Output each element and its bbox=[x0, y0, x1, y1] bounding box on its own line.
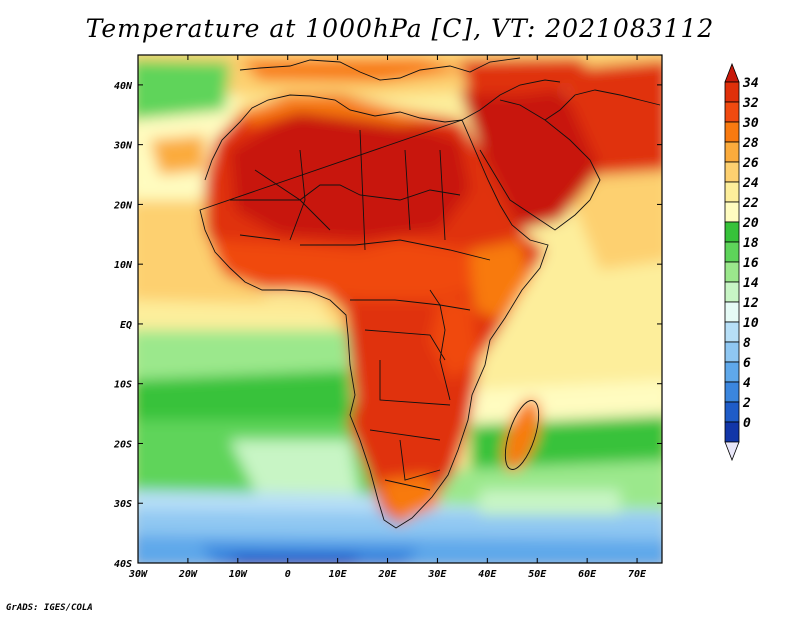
map-frame bbox=[137, 54, 663, 564]
colorbar-swatch bbox=[724, 81, 740, 103]
colorbar-swatch bbox=[724, 141, 740, 163]
lon-tick-label: 10W bbox=[229, 569, 248, 580]
lon-tick-label: 10E bbox=[329, 569, 348, 580]
colorbar-swatch bbox=[724, 321, 740, 343]
colorbar-swatch bbox=[724, 381, 740, 403]
lat-tick-label: 40S bbox=[114, 559, 132, 570]
colorbar-swatch bbox=[724, 401, 740, 423]
colorbar-bottom-arrow bbox=[724, 441, 740, 462]
colorbar-label: 30 bbox=[742, 116, 759, 131]
colorbar-swatch bbox=[724, 281, 740, 303]
lon-tick-label: 70E bbox=[628, 569, 647, 580]
coastlines bbox=[199, 57, 661, 529]
colorbar-swatch bbox=[724, 301, 740, 323]
lat-tick-label: 40N bbox=[114, 81, 133, 92]
lat-tick-label: 20S bbox=[113, 439, 132, 450]
credit-text: GrADS: IGES/COLA bbox=[6, 603, 93, 613]
colorbar-label: 2 bbox=[742, 396, 751, 411]
lon-tick-label: 20E bbox=[377, 569, 397, 580]
colorbar-swatch bbox=[724, 421, 740, 443]
lat-tick-label: 30N bbox=[113, 141, 133, 152]
colorbar-label: 28 bbox=[742, 136, 759, 151]
colorbar-swatch bbox=[724, 101, 740, 123]
colorbar-label: 12 bbox=[743, 296, 759, 311]
lat-tick-label: EQ bbox=[120, 320, 132, 331]
colorbar-label: 4 bbox=[743, 376, 751, 391]
lon-tick-label: 30E bbox=[427, 569, 447, 580]
colorbar-swatch bbox=[724, 181, 740, 203]
colorbar-label: 32 bbox=[742, 96, 759, 111]
temperature-field bbox=[138, 55, 662, 563]
colorbar-label: 16 bbox=[743, 256, 759, 271]
colorbar-label: 6 bbox=[743, 356, 751, 371]
lat-tick-label: 10N bbox=[114, 260, 133, 271]
colorbar-swatch bbox=[724, 341, 740, 363]
colorbar-label: 26 bbox=[742, 156, 759, 171]
colorbar-label: 20 bbox=[742, 216, 759, 231]
lon-tick-label: 30W bbox=[128, 569, 148, 580]
lat-tick-label: 20N bbox=[113, 200, 133, 211]
lon-tick-label: 50E bbox=[528, 569, 547, 580]
colorbar-label: 18 bbox=[743, 236, 759, 251]
colorbar-swatch bbox=[724, 201, 740, 223]
colorbar-swatch bbox=[724, 221, 740, 243]
lon-tick-label: 0 bbox=[285, 569, 291, 580]
colorbar-swatch bbox=[724, 361, 740, 383]
colorbar-swatch bbox=[724, 241, 740, 263]
colorbar-label: 0 bbox=[743, 416, 751, 431]
colorbar-label: 8 bbox=[743, 336, 751, 351]
lon-tick-label: 60E bbox=[578, 569, 597, 580]
lat-tick-label: 30S bbox=[113, 499, 132, 510]
colorbar-swatch bbox=[724, 161, 740, 183]
chart-title: Temperature at 1000hPa [C], VT: 20210831… bbox=[85, 14, 715, 43]
lon-tick-label: 20W bbox=[178, 569, 198, 580]
lon-tick-label: 40E bbox=[478, 569, 497, 580]
colorbar-label: 10 bbox=[743, 316, 759, 331]
colorbar-swatch bbox=[724, 121, 740, 143]
colorbar-top-arrow bbox=[724, 62, 740, 83]
axis-ticks: 30W 20W 10W 0 10E 20E 30E 40E 50E 60E 70E 40S 30S 20S… bbox=[113, 55, 662, 580]
colorbar-label: 14 bbox=[743, 276, 759, 291]
lat-tick-label: 10S bbox=[114, 380, 132, 391]
colorbar-swatch bbox=[724, 261, 740, 283]
colorbar-label: 34 bbox=[742, 76, 759, 91]
colorbar-label: 22 bbox=[742, 196, 759, 211]
colorbar-label: 24 bbox=[742, 176, 759, 191]
